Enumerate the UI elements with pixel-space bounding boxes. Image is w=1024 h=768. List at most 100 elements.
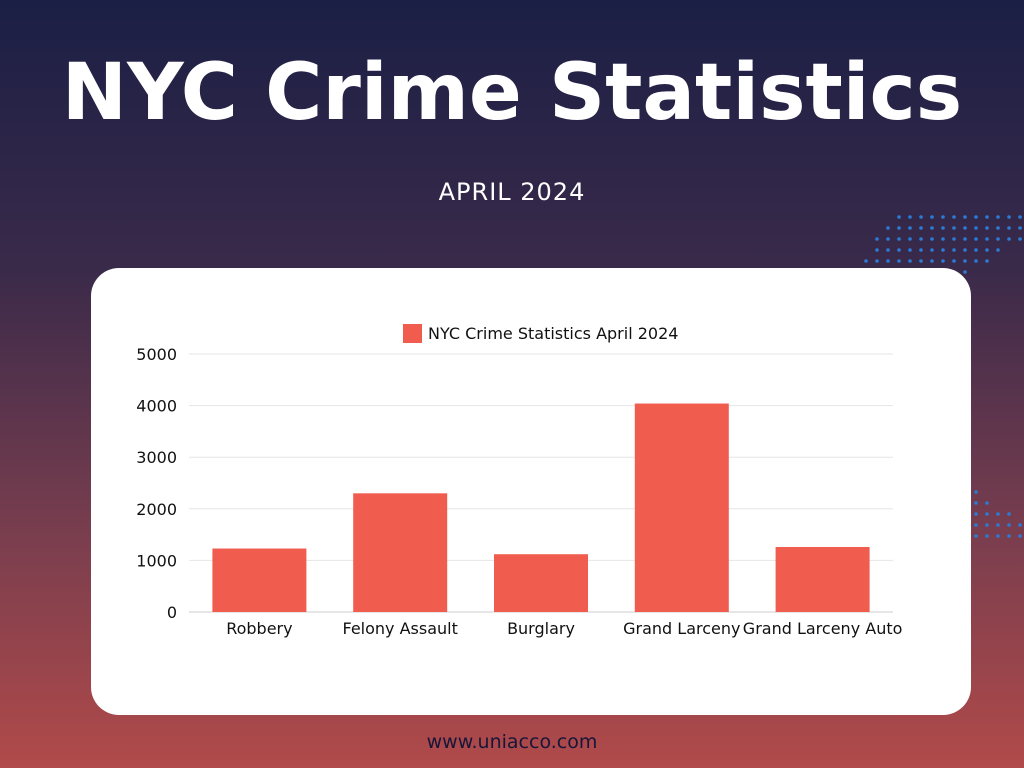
pattern-dot: [1007, 215, 1011, 219]
bar-burglary: [494, 554, 588, 612]
pattern-dot: [963, 248, 967, 252]
pattern-dot: [886, 259, 890, 263]
pattern-dot: [952, 248, 956, 252]
y-tick-label: 4000: [136, 397, 177, 416]
pattern-dot: [974, 512, 978, 516]
pattern-dot: [985, 501, 989, 505]
y-tick-label: 5000: [136, 345, 177, 364]
pattern-dot: [941, 237, 945, 241]
pattern-dot: [1018, 534, 1022, 538]
pattern-dot: [941, 248, 945, 252]
pattern-dot: [996, 534, 1000, 538]
pattern-dot: [1018, 215, 1022, 219]
pattern-dot: [974, 501, 978, 505]
pattern-dot: [1007, 226, 1011, 230]
pattern-dot: [974, 490, 978, 494]
pattern-dot: [985, 237, 989, 241]
pattern-dot: [985, 534, 989, 538]
bar-felony-assault: [353, 493, 448, 612]
pattern-dot: [919, 215, 923, 219]
pattern-dot: [919, 226, 923, 230]
pattern-dot: [985, 248, 989, 252]
pattern-dot: [930, 226, 934, 230]
x-tick-label: Robbery: [226, 619, 292, 638]
y-axis-ticks: 0 1000 2000 3000 4000 5000: [136, 345, 177, 622]
footer-url: www.uniacco.com: [426, 731, 598, 753]
pattern-dot: [1007, 523, 1011, 527]
pattern-dot: [974, 226, 978, 230]
y-tick-label: 2000: [136, 500, 177, 519]
chart-legend: NYC Crime Statistics April 2024: [403, 324, 678, 343]
bar-chart: 0 1000 2000 3000 4000 5000 Robbery Felony Assa…: [136, 324, 902, 638]
pattern-dot: [1007, 237, 1011, 241]
pattern-dot: [919, 237, 923, 241]
page-title: NYC Crime Statistics: [61, 48, 963, 138]
pattern-dot: [985, 259, 989, 263]
x-tick-label: Grand Larceny Auto: [743, 619, 903, 638]
y-tick-label: 3000: [136, 448, 177, 467]
pattern-dot: [974, 534, 978, 538]
pattern-dot: [886, 248, 890, 252]
bar-grand-larceny: [634, 403, 729, 612]
pattern-dot: [897, 237, 901, 241]
pattern-dot: [886, 237, 890, 241]
pattern-dot: [985, 226, 989, 230]
pattern-dot: [930, 248, 934, 252]
pattern-dot: [974, 523, 978, 527]
pattern-dot: [1018, 523, 1022, 527]
pattern-dot: [952, 226, 956, 230]
legend-label: NYC Crime Statistics April 2024: [428, 324, 678, 343]
y-tick-label: 1000: [136, 551, 177, 570]
pattern-dot: [952, 215, 956, 219]
pattern-dot: [974, 237, 978, 241]
bar-robbery: [212, 548, 307, 612]
pattern-dot: [941, 259, 945, 263]
pattern-dot: [963, 226, 967, 230]
pattern-dot: [897, 259, 901, 263]
pattern-dot: [908, 215, 912, 219]
pattern-dot: [930, 259, 934, 263]
pattern-dot: [985, 523, 989, 527]
pattern-dot: [930, 215, 934, 219]
pattern-dot: [908, 259, 912, 263]
pattern-dot: [952, 259, 956, 263]
pattern-dot: [963, 270, 967, 274]
pattern-dot: [919, 248, 923, 252]
pattern-dot: [919, 259, 923, 263]
bars: [212, 403, 870, 612]
pattern-dot: [996, 237, 1000, 241]
y-tick-label: 0: [167, 603, 177, 622]
pattern-dot: [1018, 237, 1022, 241]
x-tick-label: Felony Assault: [343, 619, 458, 638]
legend-swatch: [403, 324, 422, 343]
pattern-dot: [985, 215, 989, 219]
page-subtitle: APRIL 2024: [438, 178, 586, 206]
pattern-dot: [875, 248, 879, 252]
pattern-dot: [875, 259, 879, 263]
pattern-dot: [996, 523, 1000, 527]
pattern-dot: [996, 512, 1000, 516]
pattern-dot: [886, 226, 890, 230]
pattern-dot: [864, 259, 868, 263]
pattern-dot: [1007, 512, 1011, 516]
pattern-dot: [952, 237, 956, 241]
pattern-dot: [996, 215, 1000, 219]
pattern-dot: [996, 248, 1000, 252]
pattern-dot: [974, 259, 978, 263]
pattern-dot: [908, 226, 912, 230]
pattern-dot: [985, 512, 989, 516]
pattern-dot: [897, 248, 901, 252]
pattern-dot: [930, 237, 934, 241]
pattern-dot: [974, 215, 978, 219]
pattern-dot: [908, 248, 912, 252]
pattern-dot: [1007, 534, 1011, 538]
x-tick-label: Burglary: [507, 619, 575, 638]
pattern-dot: [897, 215, 901, 219]
x-axis-ticks: Robbery Felony Assault Burglary Grand Larce…: [226, 619, 902, 638]
pattern-dot: [908, 237, 912, 241]
pattern-dot: [941, 226, 945, 230]
bar-grand-larceny-auto: [775, 546, 870, 612]
pattern-dot: [996, 226, 1000, 230]
pattern-dot: [963, 259, 967, 263]
pattern-dot: [897, 226, 901, 230]
